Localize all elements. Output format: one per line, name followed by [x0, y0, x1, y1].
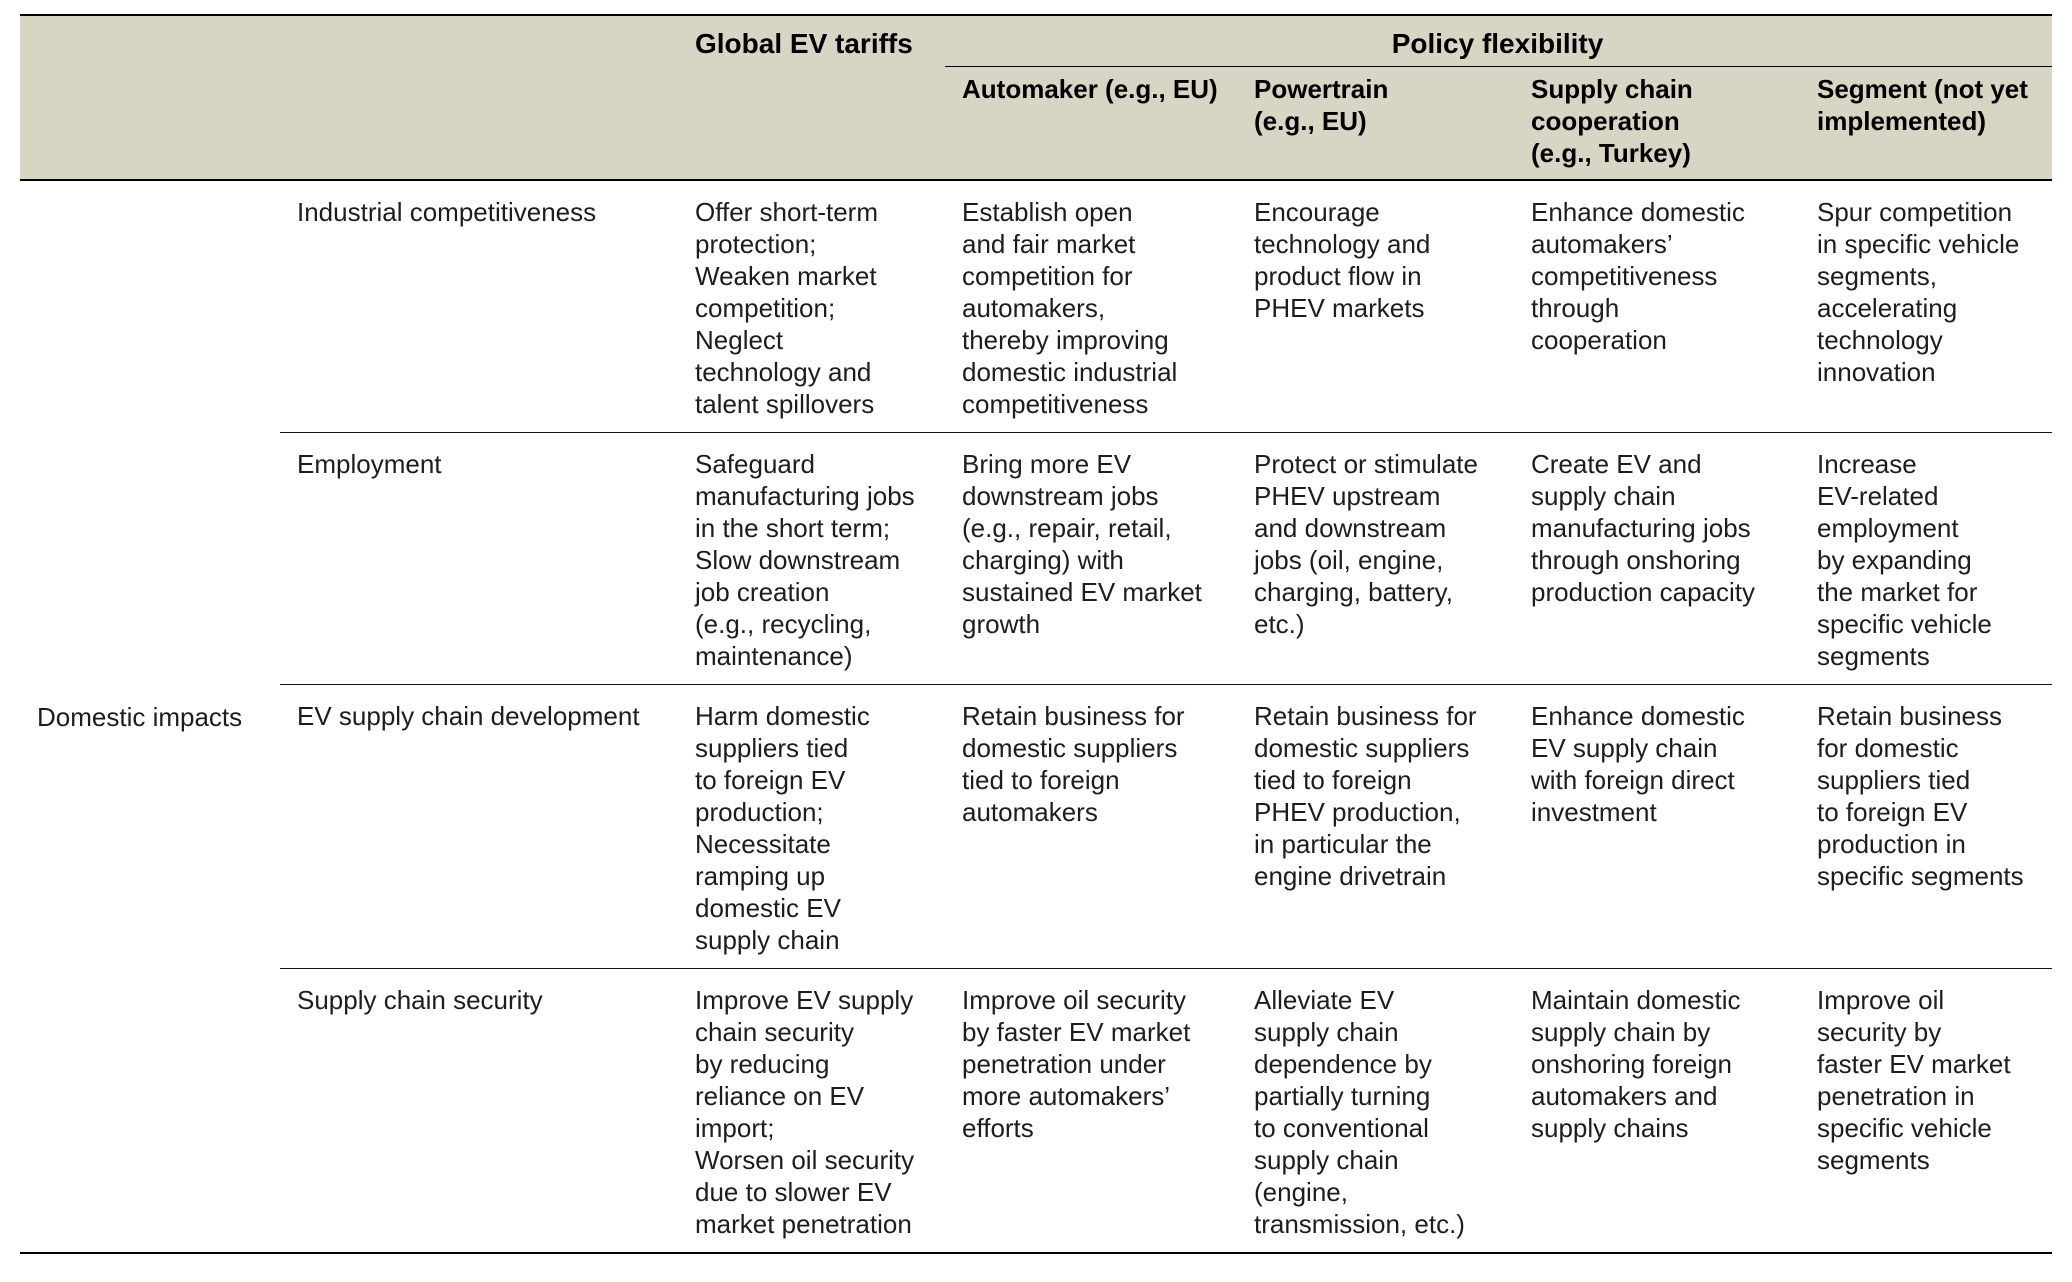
cell-powertrain: Encourage technology and product flow in… — [1237, 179, 1514, 433]
table-row-industrial-competitiveness: Domestic impacts Industrial competitiven… — [20, 179, 2053, 1253]
cell-supply-chain: Create EV and supply chain manufacturing… — [1514, 432, 1800, 685]
row-label: Employment — [280, 432, 678, 685]
cell-automaker: Retain business for domestic suppliers t… — [945, 684, 1237, 969]
ev-tariffs-vs-policy-flexibility-table: Global EV tariffs Policy flexibility Aut… — [20, 14, 2053, 1254]
header-powertrain: Powertrain (e.g., EU) — [1254, 74, 1389, 136]
header-automaker: Automaker (e.g., EU) — [962, 74, 1218, 104]
cell-segment: Improve oil security by faster EV market… — [1800, 968, 2053, 1253]
cell-tariffs: Improve EV supply chain security by redu… — [678, 968, 945, 1253]
cell-powertrain: Retain business for domestic suppliers t… — [1237, 684, 1514, 969]
empty-header-cell — [20, 15, 280, 67]
table-row-supply-chain-security: Supply chain security Improve EV supply … — [20, 968, 2053, 1253]
spanner-header-row: Global EV tariffs Policy flexibility — [20, 15, 2053, 67]
table-row-employment: Employment Safeguard manufacturing jobs … — [20, 432, 2053, 685]
cell-tariffs: Safeguard manufacturing jobs in the shor… — [678, 432, 945, 685]
cell-supply-chain: Maintain domestic supply chain by onshor… — [1514, 968, 1800, 1253]
table-body: Domestic impacts Industrial competitiven… — [20, 179, 2053, 1253]
cell-supply-chain: Enhance domestic automakers’ competitive… — [1514, 179, 1800, 433]
cell-powertrain: Protect or stimulate PHEV upstream and d… — [1237, 432, 1514, 685]
header-policy-flexibility: Policy flexibility — [945, 15, 2053, 67]
cell-segment: Spur competition in specific vehicle seg… — [1800, 179, 2053, 433]
empty-header-cell — [280, 15, 678, 67]
group-label-domestic-impacts: Domestic impacts — [20, 179, 280, 1253]
cell-supply-chain: Enhance domestic EV supply chain with fo… — [1514, 684, 1800, 969]
row-label: EV supply chain development — [280, 684, 678, 969]
table-row-ev-supply-chain-development: EV supply chain development Harm domesti… — [20, 684, 2053, 969]
row-label: Industrial competitiveness — [280, 179, 678, 433]
cell-tariffs: Harm domestic suppliers tied to foreign … — [678, 684, 945, 969]
sub-header-row: Automaker (e.g., EU) Powertrain (e.g., E… — [20, 67, 2052, 181]
cell-automaker: Improve oil security by faster EV market… — [945, 968, 1237, 1253]
empty-header-cell — [678, 67, 945, 181]
header-supply-chain-cooperation: Supply chain cooperation (e.g., Turkey) — [1531, 74, 1693, 168]
header-global-ev-tariffs: Global EV tariffs — [695, 28, 913, 59]
ev-tariffs-policy-table-wrap: Global EV tariffs Policy flexibility Aut… — [20, 14, 2053, 1254]
cell-segment: Increase EV-related employment by expand… — [1800, 432, 2053, 685]
header-segment: Segment (not yet implemented) — [1817, 74, 2028, 136]
cell-automaker: Bring more EV downstream jobs (e.g., rep… — [945, 432, 1237, 685]
cell-segment: Retain business for domestic suppliers t… — [1800, 684, 2053, 969]
cell-powertrain: Alleviate EV supply chain dependence by … — [1237, 968, 1514, 1253]
empty-header-cell — [280, 67, 678, 181]
cell-automaker: Establish open and fair market competiti… — [945, 179, 1237, 433]
empty-header-cell — [20, 67, 280, 181]
row-label: Supply chain security — [280, 968, 678, 1253]
cell-tariffs: Offer short-term protection; Weaken mark… — [678, 179, 945, 433]
table-header: Global EV tariffs Policy flexibility Aut… — [20, 15, 2053, 181]
